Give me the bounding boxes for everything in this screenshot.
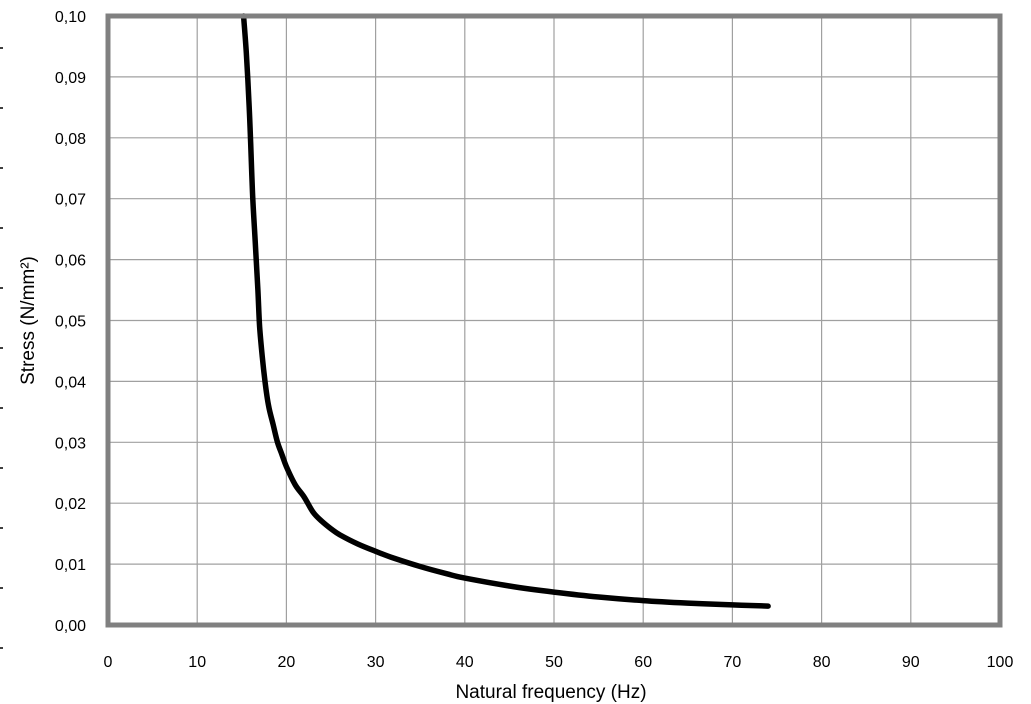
y-tick-label: 0,10 [55,9,86,26]
y-tick-label: 0,00 [55,618,86,635]
x-tick-label: 100 [987,654,1014,671]
grid-lines [107,15,1001,626]
y-tick-label: 0,01 [55,557,86,574]
y-tick-label: 0,09 [55,70,86,87]
y-tick-label: 0,04 [55,374,86,391]
y-axis-label: Stress (N/mm²) [18,256,39,385]
plot-frame [105,13,1003,628]
x-tick-label: 30 [367,654,385,671]
x-axis-label: Natural frequency (Hz) [455,682,646,703]
x-tick-label: 60 [634,654,652,671]
x-tick-label: 10 [188,654,206,671]
data-series [240,13,771,609]
y-tick-label: 0,02 [55,496,86,513]
y-tick-label: 0,06 [55,253,86,270]
x-tick-label: 50 [545,654,563,671]
y-tick-label: 0,08 [55,131,86,148]
y-axis-ticks: 0,00 0,01 0,02 0,03 0,04 0,05 0,06 0,07 0,08 0,09… [55,9,86,635]
x-tick-label: 20 [278,654,296,671]
x-tick-label: 70 [724,654,742,671]
x-tick-label: 80 [813,654,831,671]
x-axis-ticks: 0 10 20 30 40 50 60 70 80 90 100 [104,654,1014,671]
y-tick-label: 0,03 [55,435,86,452]
y-tick-label: 0,05 [55,314,86,331]
y-tick-label: 0,07 [55,192,86,209]
series-line-0 [240,13,771,609]
left-edge-tick-marks [0,47,3,649]
x-tick-label: 0 [104,654,113,671]
x-tick-label: 40 [456,654,474,671]
x-tick-label: 90 [902,654,920,671]
